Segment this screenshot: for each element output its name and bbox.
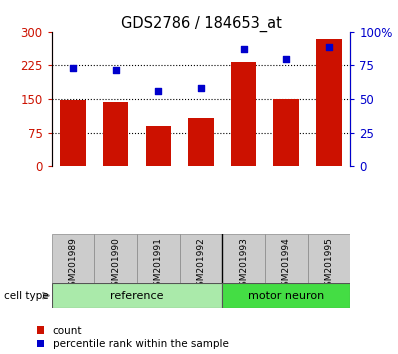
Bar <box>103 102 129 166</box>
Point <box>155 88 162 94</box>
Bar <box>94 234 137 283</box>
Bar <box>188 118 214 166</box>
Title: GDS2786 / 184653_at: GDS2786 / 184653_at <box>121 16 281 32</box>
Text: GSM201992: GSM201992 <box>197 238 205 292</box>
Point <box>113 67 119 72</box>
Bar <box>52 283 222 308</box>
Bar <box>265 234 308 283</box>
Text: GSM201989: GSM201989 <box>68 238 78 292</box>
Text: GSM201994: GSM201994 <box>282 238 291 292</box>
Text: motor neuron: motor neuron <box>248 291 324 301</box>
Bar <box>308 234 350 283</box>
Bar <box>222 234 265 283</box>
Point <box>283 56 289 62</box>
Bar <box>146 126 171 166</box>
Bar <box>52 234 94 283</box>
Bar <box>273 99 299 166</box>
Text: GSM201993: GSM201993 <box>239 238 248 292</box>
Bar <box>231 62 256 166</box>
Legend: count, percentile rank within the sample: count, percentile rank within the sample <box>37 326 228 349</box>
Text: cell type: cell type <box>4 291 49 301</box>
Point <box>326 44 332 50</box>
Point <box>198 86 204 91</box>
Bar <box>60 100 86 166</box>
Text: GSM201995: GSM201995 <box>324 238 334 292</box>
Point <box>240 46 247 52</box>
Point <box>70 65 76 71</box>
Text: GSM201990: GSM201990 <box>111 238 120 292</box>
Bar <box>137 234 179 283</box>
Bar <box>222 283 350 308</box>
Bar <box>316 39 342 166</box>
Text: GSM201991: GSM201991 <box>154 238 163 292</box>
Text: reference: reference <box>110 291 164 301</box>
Bar <box>179 234 222 283</box>
